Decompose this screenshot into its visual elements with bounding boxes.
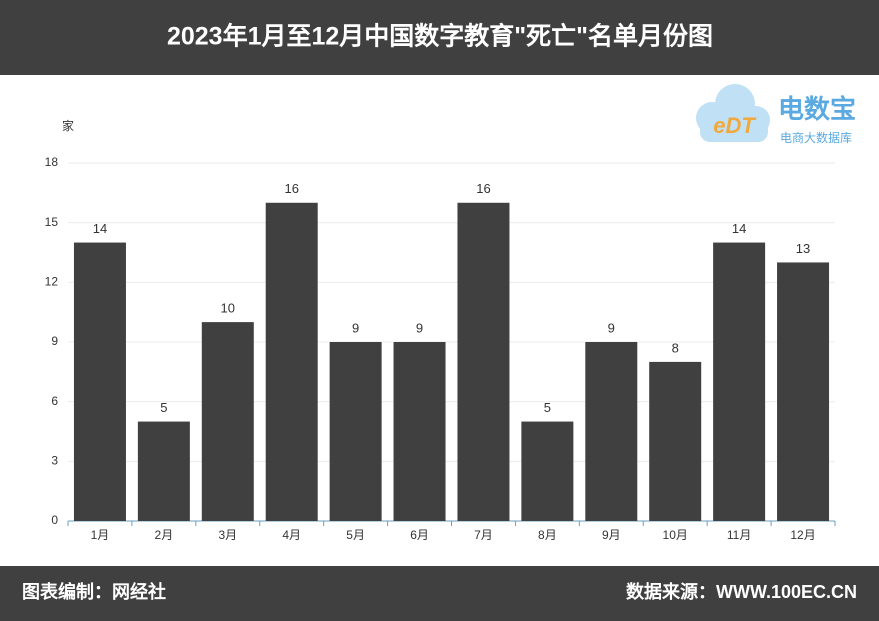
x-tick-label: 6月 [410,528,429,542]
data-label: 5 [544,400,551,415]
data-label: 5 [160,400,167,415]
x-tick-label: 5月 [346,528,365,542]
bar [393,342,446,521]
y-tick-label: 12 [45,275,59,289]
y-tick-label: 9 [51,334,58,348]
data-label: 16 [476,181,490,196]
x-tick-label: 1月 [91,528,110,542]
y-tick-label: 0 [51,513,58,527]
data-label: 9 [608,320,615,335]
y-axis-label: 家 [62,118,74,133]
y-tick-label: 3 [51,454,58,468]
x-tick-label: 2月 [155,528,174,542]
x-tick-label: 3月 [218,528,237,542]
x-tick-label: 4月 [282,528,301,542]
bar [457,202,510,521]
bar [777,262,830,521]
y-tick-label: 18 [45,155,59,169]
footer [0,566,879,621]
bar [201,322,254,521]
data-label: 9 [416,320,423,335]
x-tick-label: 10月 [663,528,688,542]
bar [329,342,382,521]
bar [521,421,574,521]
x-tick-label: 9月 [602,528,621,542]
logo-mark: eDT [713,113,756,138]
logo-cloud [700,118,768,142]
bar [265,202,318,521]
bar [137,421,190,521]
logo-subtitle: 电商大数据库 [780,130,852,145]
x-tick-label: 11月 [727,528,751,542]
footer-left: 图表编制：网经社 [22,581,166,602]
bar [649,361,702,521]
y-tick-label: 6 [51,394,58,408]
bar [585,342,638,521]
bar [713,242,766,522]
x-tick-label: 7月 [474,528,493,542]
data-label: 13 [796,241,810,256]
y-tick-label: 15 [45,215,59,229]
logo: eDT 电数宝 电商大数据库 [696,84,856,145]
footer-right: 数据来源：WWW.100EC.CN [626,581,857,602]
data-label: 14 [732,221,746,236]
chart-title: 2023年1月至12月中国数字教育"死亡"名单月份图 [167,22,713,51]
data-label: 8 [672,340,679,355]
data-label: 9 [352,320,359,335]
data-label: 14 [93,221,107,236]
bar [73,242,126,522]
x-tick-label: 8月 [538,528,557,542]
data-label: 16 [284,181,298,196]
logo-name: 电数宝 [778,94,856,124]
data-label: 10 [221,301,235,316]
header [0,0,879,75]
x-tick-label: 12月 [790,528,815,542]
